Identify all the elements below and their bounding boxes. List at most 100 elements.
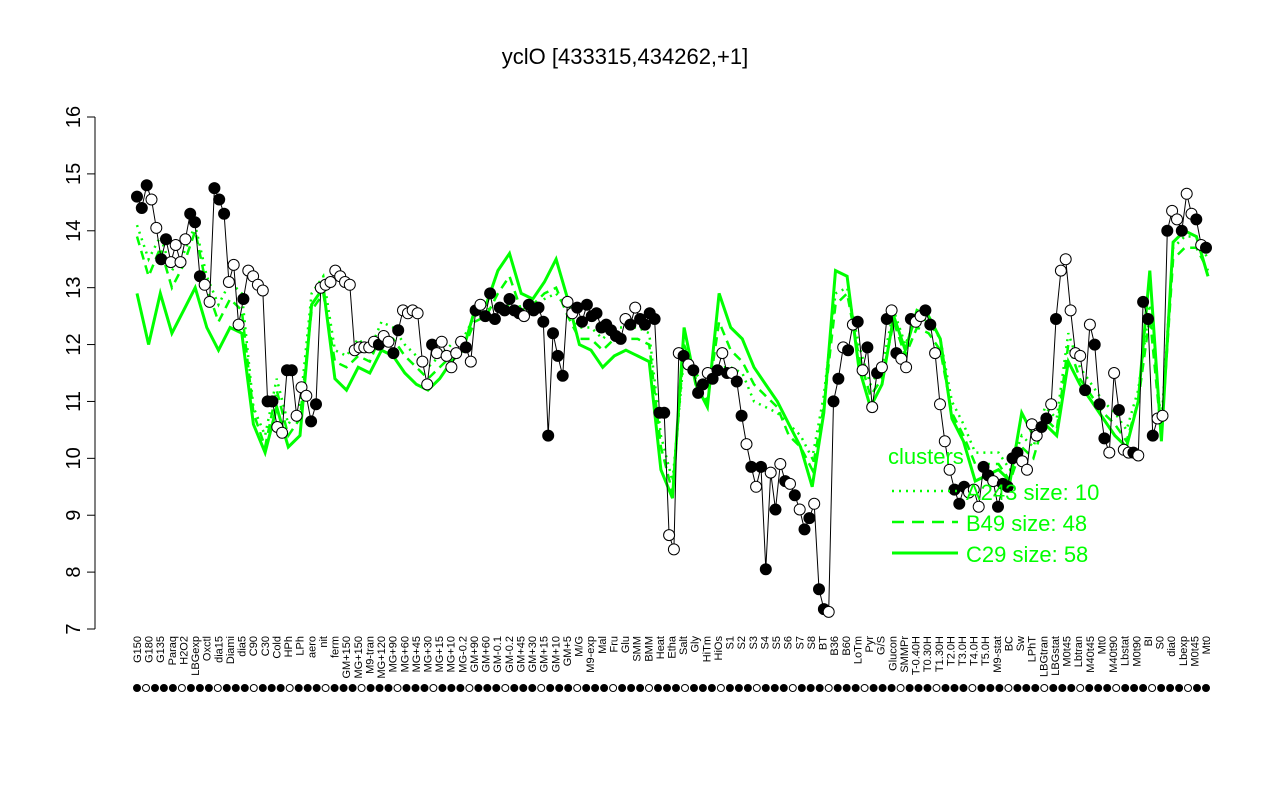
y-axis: 7 8 9 10 11 12 13 14 15 16 — [63, 106, 96, 635]
x-tick-label: M0t90 — [1131, 636, 1143, 667]
x-tick-label: S0 — [1155, 636, 1167, 649]
data-point — [290, 409, 303, 422]
x-tick-label: MG-0.2 — [457, 636, 469, 673]
data-point — [1175, 224, 1188, 237]
x-marker — [492, 684, 501, 692]
x-marker — [627, 684, 636, 692]
data-point — [1142, 313, 1154, 325]
data-point — [547, 327, 559, 340]
data-point — [1200, 241, 1212, 254]
x-tick-label: SMM — [632, 636, 644, 662]
y-tick-label: 15 — [63, 163, 85, 185]
data-point — [972, 500, 985, 513]
data-point — [658, 406, 671, 419]
data-point — [1103, 446, 1116, 459]
x-tick-label: T-0.40H — [911, 636, 923, 675]
series-line — [135, 220, 1210, 482]
y-tick-label: 12 — [63, 333, 85, 355]
x-tick-label: MG+15 — [434, 636, 446, 672]
x-marker — [582, 684, 591, 692]
x-marker — [1085, 684, 1094, 692]
data-point — [416, 355, 429, 368]
x-marker — [1058, 684, 1067, 692]
x-marker — [941, 684, 950, 692]
x-marker — [1148, 684, 1157, 692]
x-marker — [186, 684, 195, 692]
data-point — [614, 332, 627, 345]
x-tick-label: BC — [1004, 636, 1016, 651]
data-point — [924, 318, 937, 331]
data-point — [735, 409, 748, 422]
x-marker — [914, 684, 923, 692]
data-point — [227, 258, 240, 271]
data-points — [131, 179, 1212, 618]
x-marker — [1202, 684, 1210, 692]
data-point — [237, 293, 250, 305]
x-marker — [483, 684, 492, 692]
x-marker — [321, 684, 330, 692]
data-point — [445, 361, 458, 374]
x-marker — [240, 684, 249, 692]
x-marker — [1067, 684, 1076, 692]
data-point — [759, 563, 772, 576]
data-point — [992, 500, 1004, 513]
x-marker — [690, 684, 698, 692]
x-tick-label: HiOs — [713, 636, 725, 661]
x-marker — [348, 684, 357, 692]
x-marker — [294, 684, 303, 692]
data-point — [934, 398, 946, 411]
x-marker — [707, 684, 716, 692]
x-marker — [654, 684, 662, 692]
data-point — [1088, 338, 1101, 351]
data-point — [750, 480, 763, 493]
data-point — [518, 310, 530, 323]
data-point — [310, 398, 322, 411]
data-point — [866, 401, 879, 414]
y-tick-label: 11 — [63, 391, 85, 412]
x-marker — [1049, 684, 1058, 692]
data-point — [300, 389, 313, 402]
data-point — [276, 426, 289, 439]
x-marker — [384, 684, 393, 692]
x-tick-label: T5.0H — [980, 636, 992, 666]
x-marker — [555, 684, 564, 692]
series-line — [135, 228, 1210, 499]
x-tick-label: M9-tran — [364, 636, 376, 674]
x-marker — [1022, 684, 1031, 692]
x-marker — [591, 684, 600, 692]
x-marker — [204, 684, 213, 692]
y-tick-label: 16 — [63, 106, 85, 128]
data-point — [1161, 224, 1174, 237]
x-tick-label: B60 — [841, 636, 853, 656]
x-marker — [222, 684, 231, 692]
data-point — [532, 301, 545, 314]
data-point — [730, 375, 743, 388]
x-marker — [1175, 684, 1184, 692]
x-marker — [1103, 684, 1112, 692]
x-tick-label: Oxctl — [202, 636, 214, 661]
data-point — [827, 395, 840, 408]
x-tick-label: Heat — [655, 636, 667, 659]
data-point — [1054, 264, 1067, 277]
x-tick-label: LBGexp — [190, 636, 202, 676]
x-marker — [1166, 684, 1175, 692]
x-tick-label: ferm — [330, 636, 342, 658]
x-marker — [276, 684, 285, 692]
x-tick-label: Mt0 — [1096, 636, 1108, 654]
x-marker — [1094, 684, 1103, 692]
data-point — [900, 361, 913, 374]
x-marker — [142, 684, 150, 692]
x-marker — [510, 684, 519, 692]
x-tick-label: Fru — [608, 636, 620, 653]
x-marker — [1004, 684, 1013, 692]
x-tick-label: Lbstat — [1120, 636, 1132, 666]
x-marker — [375, 684, 384, 692]
data-point — [755, 460, 767, 473]
x-marker — [752, 684, 761, 692]
data-point — [638, 318, 651, 331]
data-point — [1045, 398, 1058, 411]
x-marker — [645, 684, 653, 692]
x-marker — [465, 684, 474, 692]
x-tick-label: dia5 — [237, 636, 249, 657]
x-tick-label: MG+60 — [399, 636, 411, 672]
